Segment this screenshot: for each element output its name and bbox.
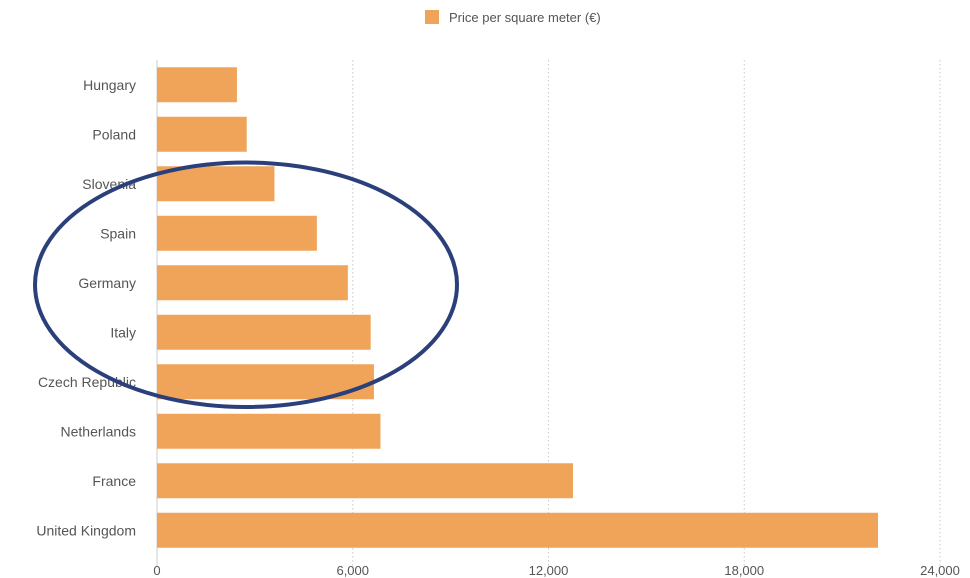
highlight-ellipse (33, 160, 459, 409)
x-tick-label: 0 (153, 563, 160, 578)
bar (157, 67, 237, 103)
category-label: Hungary (83, 77, 136, 93)
bar (157, 314, 371, 350)
legend-label: Price per square meter (€) (449, 9, 601, 25)
x-tick-label: 12,000 (529, 563, 569, 578)
bar (157, 512, 879, 548)
category-label: Germany (78, 275, 136, 291)
legend: Price per square meter (€) (425, 8, 601, 26)
category-label: Netherlands (61, 423, 137, 439)
category-label: Slovenia (82, 176, 136, 192)
legend-swatch (425, 10, 439, 24)
bar (157, 215, 317, 251)
category-label: Poland (92, 126, 136, 142)
category-label: Spain (100, 225, 136, 241)
category-label: United Kingdom (36, 522, 136, 538)
x-tick-label: 18,000 (724, 563, 764, 578)
x-tick-label: 24,000 (920, 563, 960, 578)
bar (157, 265, 348, 301)
bar (157, 413, 381, 449)
bar (157, 116, 247, 152)
category-label: France (92, 473, 136, 489)
category-label: Italy (110, 324, 136, 340)
x-tick-label: 6,000 (336, 563, 369, 578)
bar (157, 166, 275, 202)
bar (157, 463, 573, 499)
